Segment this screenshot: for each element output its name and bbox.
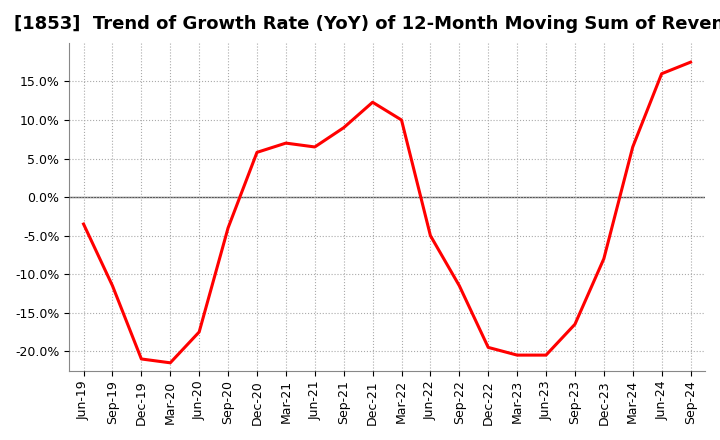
Title: [1853]  Trend of Growth Rate (YoY) of 12-Month Moving Sum of Revenues: [1853] Trend of Growth Rate (YoY) of 12-… [14,15,720,33]
